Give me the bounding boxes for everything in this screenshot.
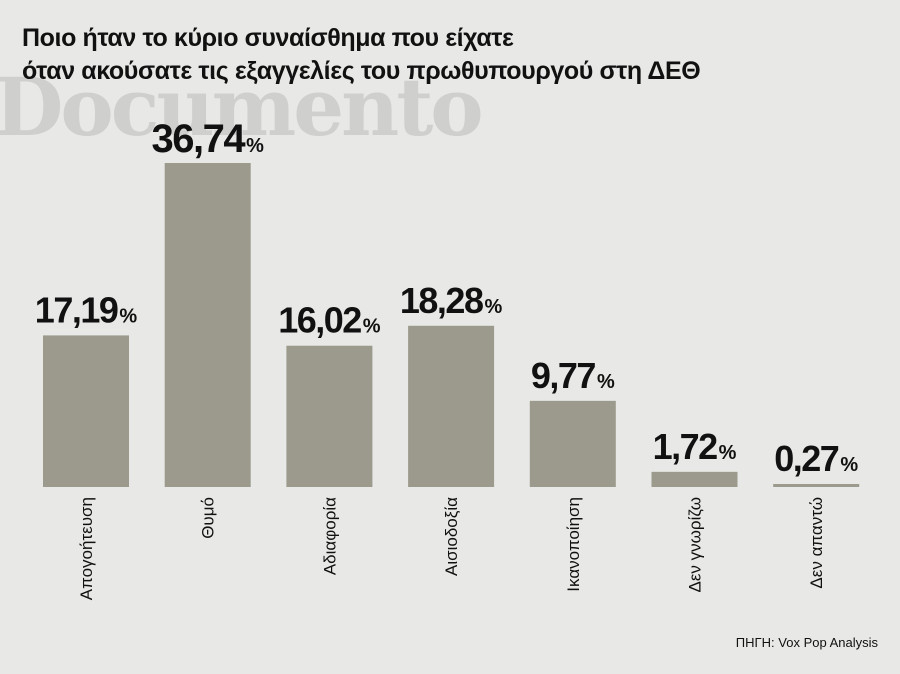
bar-7 bbox=[773, 484, 860, 487]
source-note: ΠΗΓΗ: Vox Pop Analysis bbox=[735, 635, 878, 650]
category-label-6: Δεν γνωρίζω bbox=[686, 497, 705, 593]
title-line-1: Ποιο ήταν το κύριο συναίσθημα που είχατε bbox=[22, 24, 514, 52]
value-label-4: 18,28% bbox=[400, 280, 503, 321]
value-label-5: 9,77% bbox=[531, 355, 615, 396]
bar-5 bbox=[529, 400, 616, 487]
title-line-2: όταν ακούσατε τις εξαγγελίες του πρωθυπο… bbox=[22, 57, 701, 85]
bar-1 bbox=[43, 335, 129, 487]
category-label-1: Απογοήτευση bbox=[77, 497, 96, 600]
category-label-3: Αδιαφορία bbox=[320, 497, 339, 575]
bar-2 bbox=[164, 163, 251, 487]
bar-3 bbox=[286, 345, 373, 487]
category-label-5: Ικανοποίηση bbox=[564, 497, 583, 592]
value-label-6: 1,72% bbox=[653, 426, 737, 467]
category-label-7: Δεν απαντώ bbox=[807, 497, 826, 589]
value-label-3: 16,02% bbox=[278, 300, 381, 341]
value-label-7: 0,27% bbox=[774, 438, 858, 479]
watermark-logo: Documento bbox=[0, 60, 484, 154]
value-label-1: 17,19% bbox=[35, 289, 138, 330]
value-label-2: 36,74% bbox=[151, 117, 264, 161]
chart-title: Ποιο ήταν το κύριο συναίσθημα που είχατε… bbox=[22, 22, 882, 88]
category-label-2: Θυμό bbox=[199, 497, 218, 539]
bar-6 bbox=[651, 471, 738, 487]
category-label-4: Αισιοδοξία bbox=[442, 497, 461, 576]
bar-4 bbox=[408, 325, 495, 487]
